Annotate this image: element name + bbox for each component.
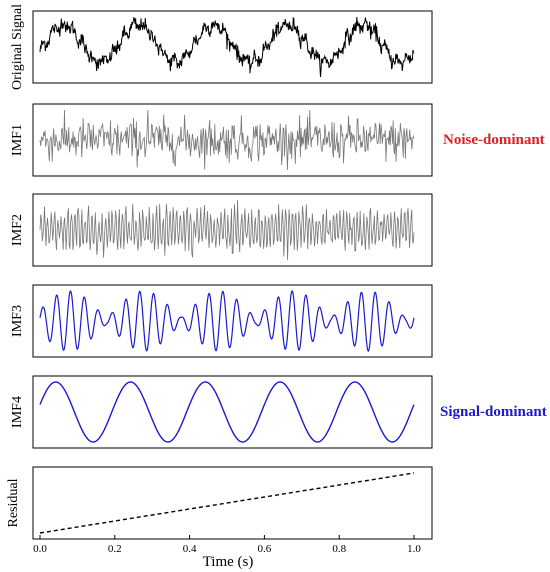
x-axis-label: Time (s) [203,554,254,570]
panel-original-signal: Original Signal [10,4,433,90]
x-axis: 0.0 0.2 0.4 0.6 0.8 1.0 [33,535,421,555]
x-tick-label: 0.0 [33,543,47,555]
panel-imf1: IMF1 Noise-dominant [10,103,545,177]
annotation-signal-dominant: Signal-dominant [440,404,547,420]
panel-imf3: IMF3 [10,284,433,358]
series-original-signal [39,16,415,78]
ylabel-imf4: IMF4 [10,396,25,428]
ylabel-imf2: IMF2 [10,214,25,246]
series-imf2 [39,199,415,261]
panel-residual: Residual [6,466,433,540]
series-residual [39,472,415,534]
ylabel-imf1: IMF1 [10,124,25,156]
series-imf1 [39,109,415,171]
x-tick-label: 0.6 [258,543,272,555]
panel-frame [32,103,433,177]
series-imf3 [39,290,415,352]
ylabel-imf3: IMF3 [10,305,25,337]
panel-frame [32,10,433,84]
x-tick-label: 0.4 [183,543,197,555]
ylabel-original-signal: Original Signal [10,4,25,90]
panel-frame [32,466,433,540]
x-tick-label: 0.2 [108,543,122,555]
ylabel-residual: Residual [6,478,21,527]
x-tick-label: 1.0 [407,543,421,555]
panel-frame [32,284,433,358]
x-tick-label: 0.8 [332,543,346,555]
panel-imf4: IMF4 Signal-dominant [10,375,547,449]
series-imf4 [39,381,415,443]
panel-frame [32,375,433,449]
panel-imf2: IMF2 [10,193,433,267]
panel-frame [32,193,433,267]
annotation-noise-dominant: Noise-dominant [443,132,545,148]
